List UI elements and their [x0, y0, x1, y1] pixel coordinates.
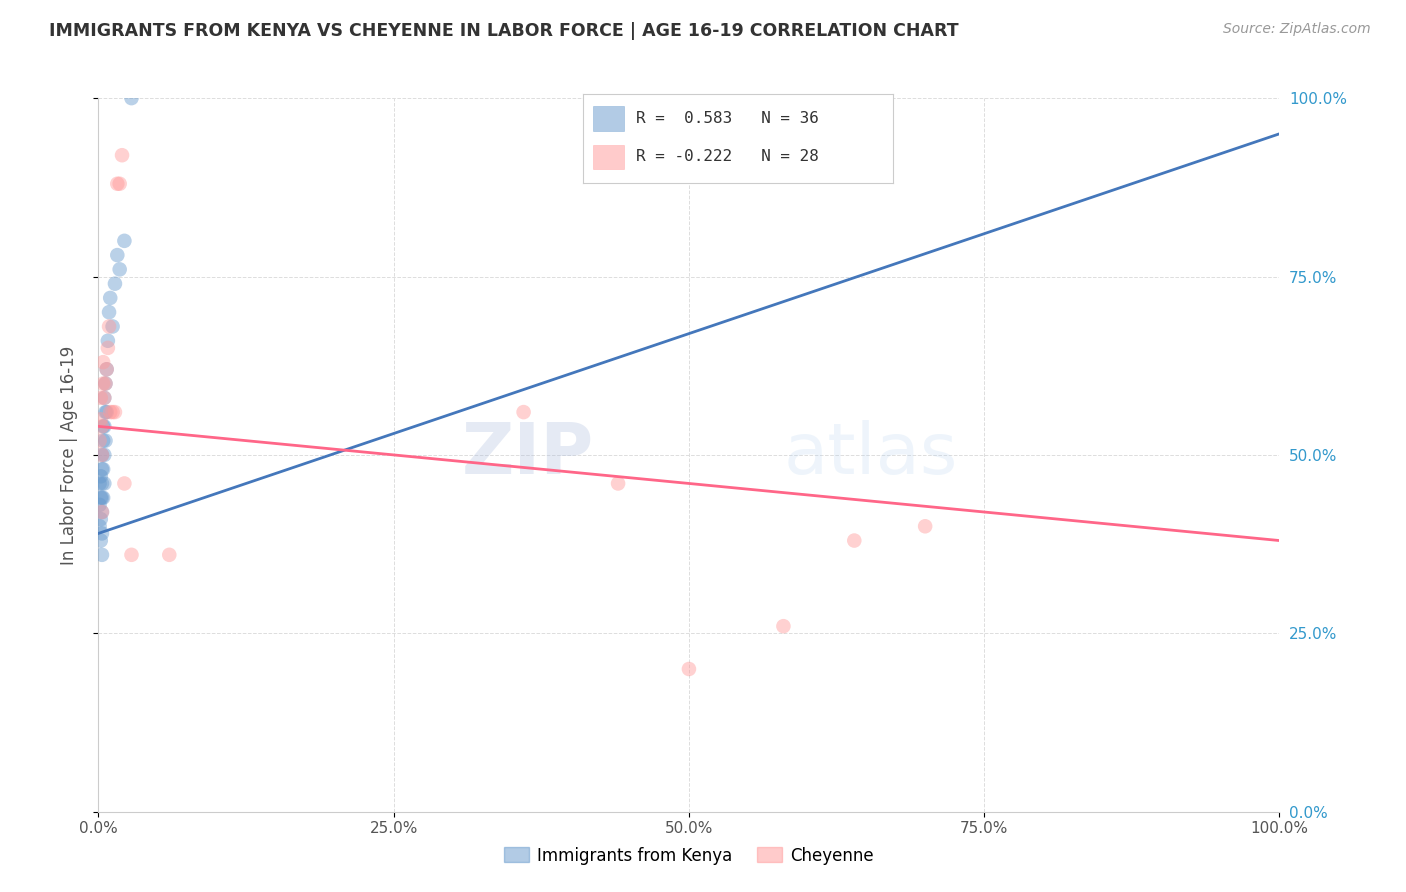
Point [98, 405, 121, 419]
Point [772, 619, 794, 633]
Point [96, 362, 118, 376]
Point [112, 476, 135, 491]
Point [91, 419, 114, 434]
Point [89, 434, 111, 448]
Point [98, 291, 121, 305]
Point [105, 248, 128, 262]
Point [121, 548, 143, 562]
Point [607, 476, 630, 491]
Point [90, 412, 112, 426]
Point [94, 405, 117, 419]
Point [91, 491, 114, 505]
Point [108, 262, 131, 277]
Point [91, 505, 114, 519]
Point [91, 448, 114, 462]
Point [104, 277, 127, 291]
Point [96, 405, 118, 419]
Point [98, 305, 121, 319]
Point [98, 319, 121, 334]
Point [93, 391, 115, 405]
Y-axis label: In Labor Force | Age 16-19: In Labor Force | Age 16-19 [59, 345, 77, 565]
Bar [593, 106, 624, 131]
Point [512, 405, 534, 419]
Point [94, 376, 117, 391]
Text: Source: ZipAtlas.com: Source: ZipAtlas.com [1223, 22, 1371, 37]
Point [111, 148, 134, 162]
Text: IMMIGRANTS FROM KENYA VS CHEYENNE IN LABOR FORCE | AGE 16-19 CORRELATION CHART: IMMIGRANTS FROM KENYA VS CHEYENNE IN LAB… [49, 22, 959, 40]
Text: R =  0.583   N = 36: R = 0.583 N = 36 [636, 112, 818, 126]
Point [93, 391, 115, 405]
Point [91, 548, 114, 562]
Point [91, 491, 114, 505]
Point [89, 519, 111, 533]
Point [90, 512, 112, 526]
Point [97, 341, 120, 355]
Point [101, 319, 124, 334]
Point [91, 476, 114, 491]
Point [90, 391, 112, 405]
Point [105, 177, 128, 191]
Point [91, 355, 114, 369]
Point [91, 434, 114, 448]
Text: atlas: atlas [783, 420, 957, 490]
Text: ZIP: ZIP [463, 420, 595, 490]
Point [90, 469, 112, 483]
Point [94, 434, 117, 448]
Point [678, 662, 700, 676]
Point [112, 234, 135, 248]
Legend: Immigrants from Kenya, Cheyenne: Immigrants from Kenya, Cheyenne [496, 840, 882, 871]
Point [91, 376, 114, 391]
Point [91, 419, 114, 434]
Point [844, 533, 866, 548]
Point [96, 362, 118, 376]
Point [91, 462, 114, 476]
Point [101, 405, 124, 419]
Point [91, 462, 114, 476]
Text: R = -0.222   N = 28: R = -0.222 N = 28 [636, 150, 818, 164]
Point [97, 334, 120, 348]
Point [94, 376, 117, 391]
Point [93, 419, 115, 434]
Bar [593, 145, 624, 169]
Point [157, 548, 180, 562]
Point [90, 491, 112, 505]
Point [914, 519, 936, 533]
Point [89, 498, 111, 512]
Point [108, 177, 131, 191]
Point [93, 476, 115, 491]
Point [91, 448, 114, 462]
Point [104, 405, 127, 419]
Point [93, 448, 115, 462]
Point [91, 505, 114, 519]
Point [91, 526, 114, 541]
Point [89, 476, 111, 491]
Point [90, 533, 112, 548]
Point [121, 91, 143, 105]
